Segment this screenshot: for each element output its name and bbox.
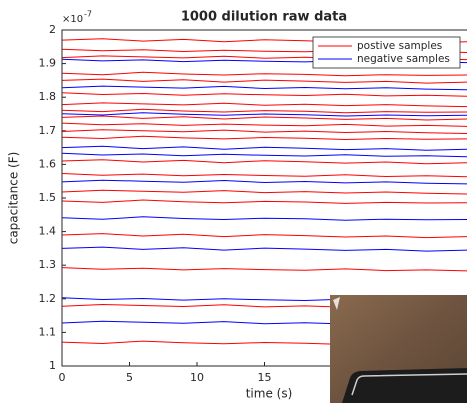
x-tick-label: 15 [258,371,272,384]
y-tick-label: 1.7 [39,124,57,137]
data-line [62,108,467,114]
legend-label: postive samples [357,40,442,52]
y-tick-label: 1.2 [39,292,57,305]
data-line [62,135,467,141]
y-multiplier: ×10 [62,14,83,25]
data-line [62,71,467,77]
y-tick-label: 1.9 [39,57,57,70]
data-line [62,78,467,84]
photo-corner [333,297,340,310]
x-tick-label: 10 [190,371,204,384]
data-line [62,267,467,272]
legend-label: negative samples [357,53,450,65]
chart-title: 1000 dilution raw data [181,10,347,25]
y-tick-label: 1 [49,359,56,372]
y-axis-label: capacitance (F) [7,152,21,245]
photo-device [342,368,467,403]
data-line [62,102,467,108]
data-line [62,189,467,195]
y-multiplier-exponent: -7 [84,10,92,19]
y-tick-label: 1.3 [39,258,57,271]
data-line [62,152,467,158]
y-tick-label: 1.8 [39,90,57,103]
legend-box [312,36,461,69]
data-line [62,129,467,134]
y-tick-label: 1.4 [39,225,57,238]
data-line [62,145,467,151]
x-tick-label: 5 [126,371,133,384]
data-line [62,179,467,185]
data-line [62,112,467,117]
x-tick-label: 0 [59,371,66,384]
x-axis-label: time (s) [246,387,293,401]
photo-overlay [330,295,467,403]
data-line [62,199,467,204]
y-tick-label: 1.5 [39,191,57,204]
y-tick-label: 1.1 [39,325,57,338]
data-line [62,246,467,252]
data-line [62,159,467,165]
axis-ticks: 1 1.1 1.2 1.3 1.4 1.5 1.6 1.7 1.8 1.9 2 0 5 10 15 [39,23,272,384]
data-line [62,92,467,97]
photo-device-edge [351,373,467,396]
data-line [62,85,467,91]
axes-frame [61,29,467,367]
y-tick-label: 2 [49,23,56,36]
data-line [62,216,467,221]
data-line [62,233,467,239]
data-line [62,115,467,121]
y-tick-label: 1.6 [39,157,57,170]
data-line [62,122,467,127]
data-line [62,173,467,178]
